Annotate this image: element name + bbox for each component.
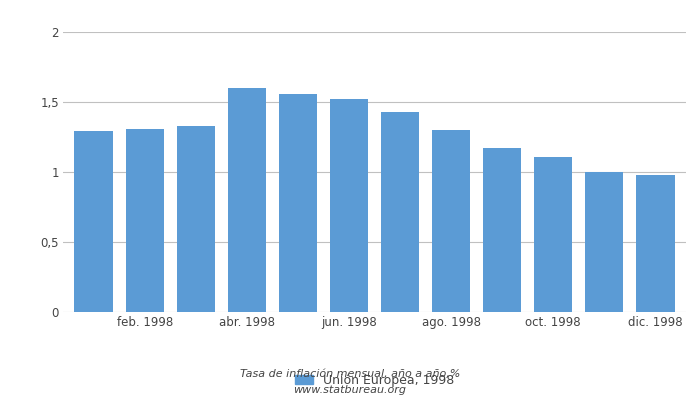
Bar — [381, 112, 419, 312]
Bar — [279, 94, 317, 312]
Bar — [636, 175, 675, 312]
Text: www.statbureau.org: www.statbureau.org — [293, 385, 407, 395]
Bar — [176, 126, 215, 312]
Text: Tasa de inflación mensual, año a año,%: Tasa de inflación mensual, año a año,% — [240, 369, 460, 379]
Bar — [330, 99, 368, 312]
Legend: Unión Europea, 1998: Unión Europea, 1998 — [290, 369, 459, 392]
Bar — [74, 131, 113, 312]
Bar — [534, 156, 573, 312]
Bar — [432, 130, 470, 312]
Bar — [125, 129, 164, 312]
Bar — [228, 88, 266, 312]
Bar — [585, 172, 624, 312]
Bar — [483, 148, 522, 312]
